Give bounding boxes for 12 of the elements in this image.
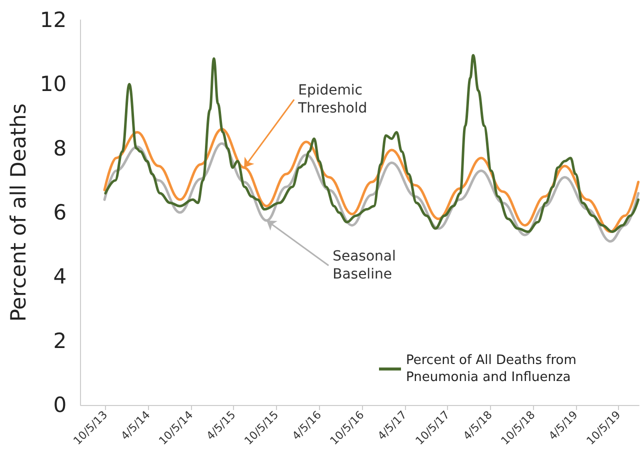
legend-label: Percent of All Deaths from Pneumonia and Influenza (406, 353, 581, 385)
annotation: Seasonal Baseline (332, 248, 400, 283)
y-tick-label: 2 (53, 328, 67, 353)
y-tick-label: 12 (40, 8, 67, 32)
y-axis-title: Percent of all Deaths (6, 103, 30, 322)
y-tick-label: 6 (53, 200, 67, 224)
y-tick-label: 8 (53, 136, 67, 160)
y-tick-label: 0 (53, 393, 67, 417)
y-tick-label: 4 (53, 264, 67, 289)
y-tick-label: 10 (40, 72, 67, 96)
annotation: Epidemic Threshold (297, 82, 368, 117)
line-series (104, 54, 640, 233)
